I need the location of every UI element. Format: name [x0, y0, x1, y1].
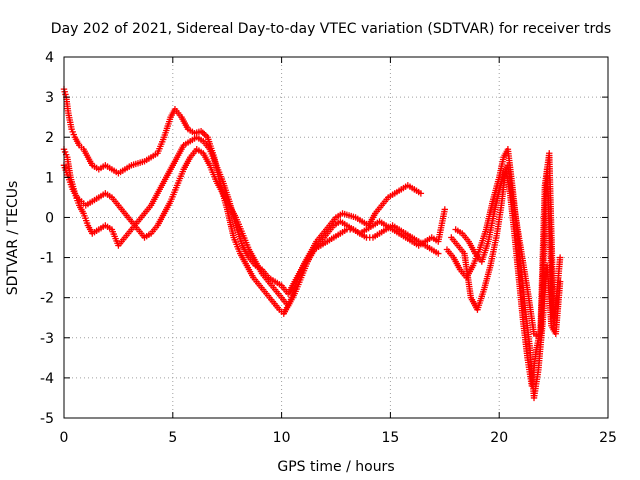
data-point: [417, 190, 425, 197]
y-tick-label: 3: [45, 90, 54, 106]
series-track-f: [452, 162, 564, 341]
y-tick-label: -4: [40, 371, 54, 387]
x-tick-label: 15: [381, 430, 399, 446]
ticks-layer: [63, 56, 609, 419]
plot-frame: [63, 56, 609, 419]
y-tick-label: 2: [45, 130, 54, 146]
y-tick-label: 4: [45, 50, 54, 66]
series-track-b: [60, 134, 442, 297]
data-point: [556, 254, 564, 261]
y-tick-label: -2: [40, 291, 54, 307]
x-tick-label: 10: [273, 430, 291, 446]
y-axis-label: SDTVAR / TECUs: [5, 181, 21, 296]
y-tick-label: -5: [40, 411, 54, 427]
x-tick-label: 20: [490, 430, 508, 446]
x-axis-label: GPS time / hours: [277, 459, 394, 475]
y-tick-label: -1: [40, 251, 54, 267]
x-tick-label: 0: [60, 430, 69, 446]
x-tick-label: 5: [168, 430, 177, 446]
y-tick-label: 0: [45, 210, 54, 226]
data-point: [441, 206, 448, 213]
chart-title: Day 202 of 2021, Sidereal Day-to-day VTE…: [51, 21, 611, 37]
labels-layer: 0 5 10 15 20 25 -5 -4 -3 -2 -1 0 1 2 3 4: [40, 50, 617, 446]
series-track-c: [60, 146, 448, 309]
y-tick-label: -3: [40, 331, 54, 347]
points-layer: [60, 85, 564, 402]
y-tick-label: 1: [45, 170, 54, 186]
x-tick-label: 25: [599, 430, 617, 446]
data-point: [435, 250, 442, 257]
